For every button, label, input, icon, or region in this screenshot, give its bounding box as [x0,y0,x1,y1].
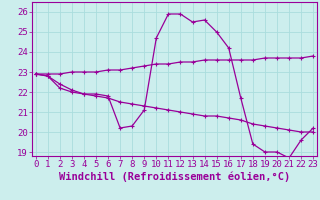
X-axis label: Windchill (Refroidissement éolien,°C): Windchill (Refroidissement éolien,°C) [59,172,290,182]
